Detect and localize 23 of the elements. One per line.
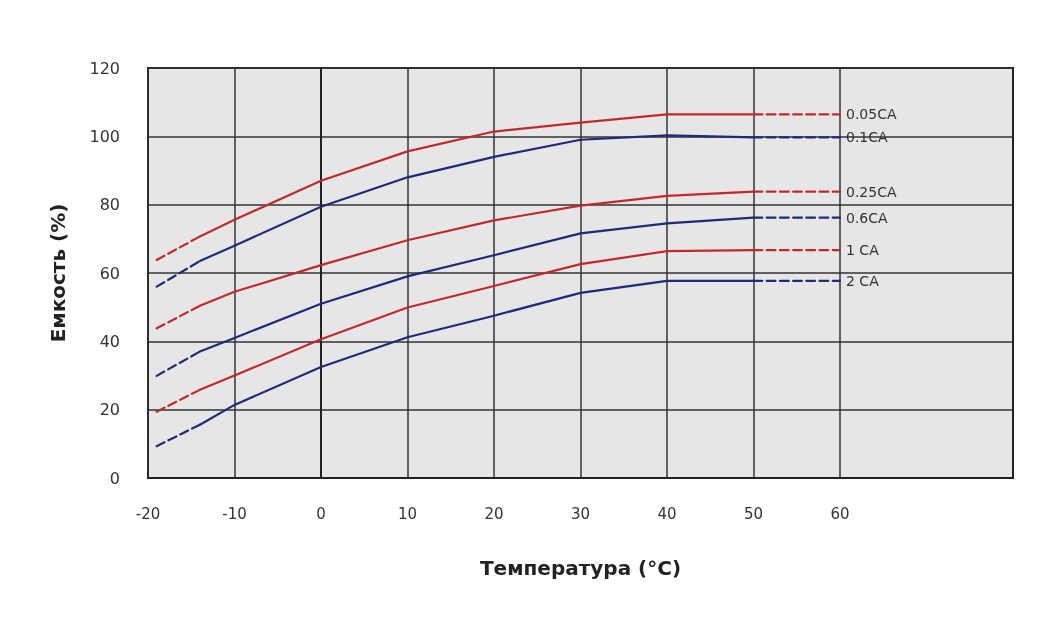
series-label: 0.25CA [846,183,897,200]
x-tick-label: 30 [570,504,591,523]
y-tick-label: 100 [89,126,120,146]
x-tick-label: 50 [743,504,764,523]
y-tick-label: 60 [99,263,120,283]
x-tick-label: 60 [830,504,850,523]
series-label: 2 CA [846,272,880,289]
x-axis-title: Температура (°C) [479,556,682,580]
y-tick-label: 40 [99,331,120,351]
y-tick-label: 120 [89,58,120,78]
x-tick-label: 40 [657,504,677,523]
x-tick-label: 20 [484,504,504,523]
y-axis-title: Емкость (%) [46,203,70,343]
x-tick-label: -10 [222,504,247,523]
series-label: 1 CA [846,242,880,259]
x-tick-label: 10 [397,504,418,523]
x-tick-label: -20 [135,504,161,523]
y-tick-label: 20 [99,400,120,420]
series-label: 0.6CA [846,209,889,226]
y-tick-label: 80 [99,195,120,215]
y-tick-label: 0 [109,468,120,488]
series-label: 0.05CA [846,106,897,123]
x-tick-label: 0 [316,504,326,523]
